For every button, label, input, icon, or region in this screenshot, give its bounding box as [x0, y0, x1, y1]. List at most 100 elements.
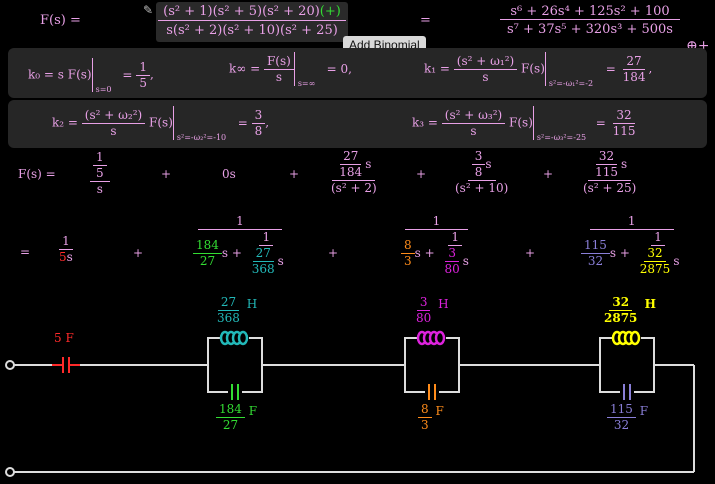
L1-unit: H [246, 297, 258, 311]
ft3-one: 1 [589, 214, 674, 230]
k1-num: 27 [623, 54, 645, 70]
foster-plus-3: + [525, 246, 536, 260]
L3-unit: H [644, 297, 656, 311]
k2-frac-num: (s² + ω₂²) [81, 108, 146, 124]
L2-den: 80 [416, 311, 432, 325]
kinf-coefficient: k∞ = F(s) s s=∞ = 0, [229, 52, 352, 88]
expansion-term-3: 3 8 s (s² + 10) [452, 149, 511, 196]
circuit-diagram [5, 330, 695, 477]
plus-4: + [543, 167, 554, 181]
b-inner-d: 80 [444, 262, 460, 276]
t3-bottom: (s² + 10) [455, 181, 509, 195]
expansion-term-4: 32 115 s (s² + 25) [580, 149, 639, 196]
L1-den: 368 [217, 311, 240, 325]
k1-value: 27 184 [620, 54, 649, 85]
c-num: 115 [581, 238, 610, 254]
C1-unit: F [248, 404, 258, 418]
t4-den: 115 [595, 165, 619, 179]
c-inner-num: 1 [651, 230, 665, 246]
kinf-lhs: k∞ = [229, 61, 261, 76]
plus-2: + [289, 167, 300, 181]
k3-lhs: k₃ = [412, 115, 438, 130]
k3-subscript: s²=-ω₃²=-25 [536, 133, 587, 142]
result-numerator: s⁶ + 26s⁴ + 125s² + 100 [500, 4, 680, 20]
t3-num: 3 [471, 149, 486, 165]
a-inner-n: 27 [252, 246, 274, 262]
result-fraction: s⁶ + 26s⁴ + 125s² + 100 s⁷ + 37s⁵ + 320s… [500, 4, 680, 37]
c-inner-s: s [673, 254, 680, 268]
capacitor-c3[interactable] [620, 384, 634, 400]
cap0-label: 5 F [54, 331, 74, 345]
kinf-rhs: = 0, [326, 61, 352, 76]
capacitor-c0[interactable] [52, 357, 80, 373]
cap0-unit: F [65, 331, 74, 345]
inductor-l3[interactable] [611, 330, 641, 346]
b-inner-s: s [462, 254, 469, 268]
numerator-expression: (s² + 1)(s² + 5)(s² + 20) [163, 4, 320, 19]
c-inner-n: 32 [644, 246, 666, 262]
add-binomial-tag[interactable]: (+) [319, 4, 341, 19]
capacitor-c2[interactable] [425, 384, 439, 400]
L1-label: 27 368 H [214, 295, 257, 326]
coefficients-panel-2 [8, 100, 707, 148]
k1-subscript: s²=-ω₁²=-2 [548, 79, 594, 88]
C2-unit: F [435, 404, 444, 418]
b-inner-num: 1 [448, 230, 463, 246]
plus-1: + [161, 167, 172, 181]
formula-input-box[interactable] [156, 2, 348, 42]
c0-den: 5 [59, 250, 67, 264]
terminal-top[interactable] [5, 360, 15, 370]
expansion-term-1: 0s [222, 167, 236, 181]
k1-evaluation-bar: s²=-ω₁²=-2 [544, 52, 593, 88]
t0-inner-num: 1 [93, 150, 107, 166]
foster-term-3: 1 115 32 s + 1 32 2875 s [578, 214, 685, 277]
b-num: 8 [401, 238, 415, 254]
b-s: s + [414, 246, 435, 260]
C1-label: 184 27 F [216, 402, 257, 433]
C1-num: 184 [216, 402, 245, 418]
coefficients-panel-1 [8, 48, 707, 98]
k3-evaluation-bar: s²=-ω₃²=-25 [532, 106, 586, 142]
k0-lhs: k₀ = s F(s) [28, 67, 92, 82]
k3-coefficient: k₃ = (s² + ω₃²) s F(s) s²=-ω₃²=-25 = 32 115 [412, 106, 639, 142]
ft2-one: 1 [404, 214, 469, 230]
C2-den: 3 [421, 418, 429, 432]
k1-tail: , [648, 61, 653, 76]
a-inner-num: 1 [259, 230, 274, 246]
L2-unit: H [438, 297, 449, 311]
t3-den: 8 [474, 165, 483, 179]
t2-num: 27 [340, 149, 362, 165]
C3-label: 115 32 F [607, 402, 648, 433]
t3-s: s [485, 157, 492, 171]
inductor-l1[interactable] [219, 330, 249, 346]
pencil-icon[interactable]: ✎ [143, 3, 154, 17]
C3-num: 115 [607, 402, 636, 418]
k2-tail: , [265, 115, 270, 130]
terminal-bottom[interactable] [5, 467, 15, 477]
k2-num: 3 [251, 108, 266, 124]
kinf-frac-den: s [275, 69, 282, 84]
circuit-wires [14, 337, 695, 473]
k3-den: 115 [612, 123, 636, 138]
k2-frac-den: s [110, 123, 117, 138]
t0-den: s [96, 182, 103, 196]
k3-mid: F(s) [509, 115, 533, 130]
k1-frac-den: s [482, 69, 489, 84]
c0-s: s [66, 250, 73, 264]
k0-evaluation-bar: s=0 [91, 58, 112, 94]
inductor-l2[interactable] [416, 330, 446, 346]
t4-num: 32 [595, 149, 618, 165]
capacitor-c1[interactable] [228, 384, 242, 400]
k2-evaluation-bar: s²=-ω₂²=-10 [172, 106, 226, 142]
L2-num: 3 [416, 295, 431, 311]
input-fraction[interactable]: (s² + 1)(s² + 5)(s² + 20)(+) s(s² + 2)(s… [158, 4, 346, 38]
k3-frac-den: s [470, 123, 477, 138]
a-den: 27 [199, 254, 216, 268]
a-inner-s: s [277, 254, 284, 268]
k3-num: 32 [613, 108, 635, 124]
equals-sign: = [420, 13, 431, 28]
